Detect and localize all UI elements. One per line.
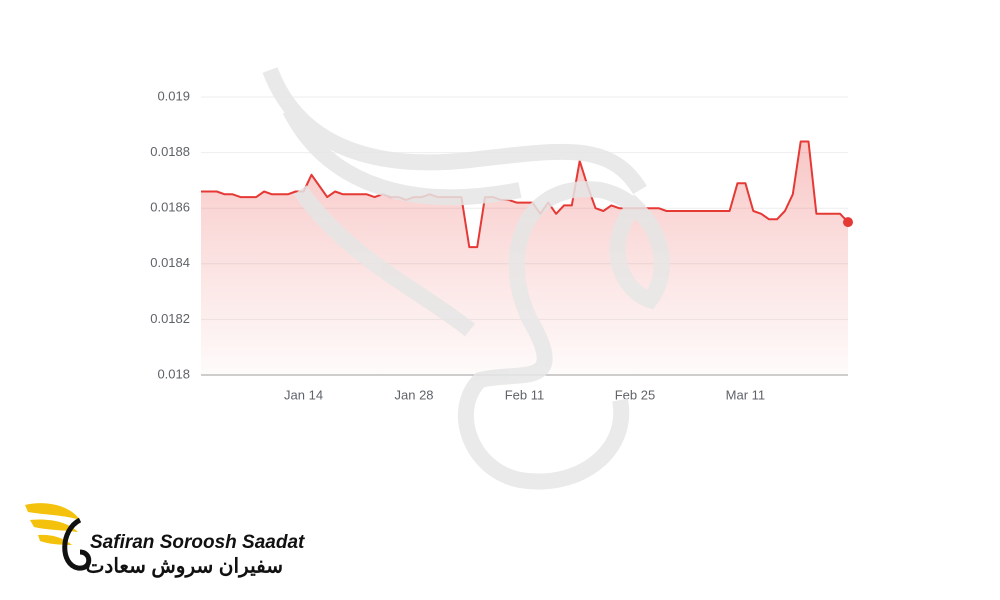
x-tick-label: Mar 11 <box>726 387 766 402</box>
y-tick-label: 0.0182 <box>150 311 190 326</box>
y-tick-label: 0.018 <box>157 366 190 381</box>
x-tick-label: Feb 11 <box>505 387 545 402</box>
logo-name-fa: سفیران سروش سعادت <box>86 555 283 578</box>
end-point <box>843 217 853 228</box>
y-tick-label: 0.0188 <box>150 144 190 159</box>
x-tick-label: Jan 14 <box>284 387 323 402</box>
logo: Safiran Soroosh Saadat سفیران سروش سعادت <box>25 503 305 578</box>
y-tick-label: 0.0186 <box>150 200 190 215</box>
x-tick-label: Feb 25 <box>615 387 655 402</box>
watermark <box>262 67 670 490</box>
line <box>201 140 849 249</box>
y-tick-label: 0.0184 <box>150 255 190 270</box>
logo-name: Safiran Soroosh Saadat <box>90 532 305 553</box>
x-tick-label: Jan 28 <box>395 387 434 402</box>
y-tick-label: 0.019 <box>157 88 190 103</box>
